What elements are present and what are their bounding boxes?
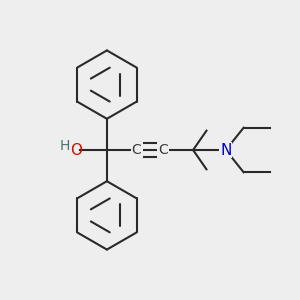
Text: O: O [70,142,83,158]
Text: N: N [220,142,232,158]
Text: C: C [158,143,168,157]
Text: H: H [60,139,70,152]
Text: C: C [132,143,142,157]
